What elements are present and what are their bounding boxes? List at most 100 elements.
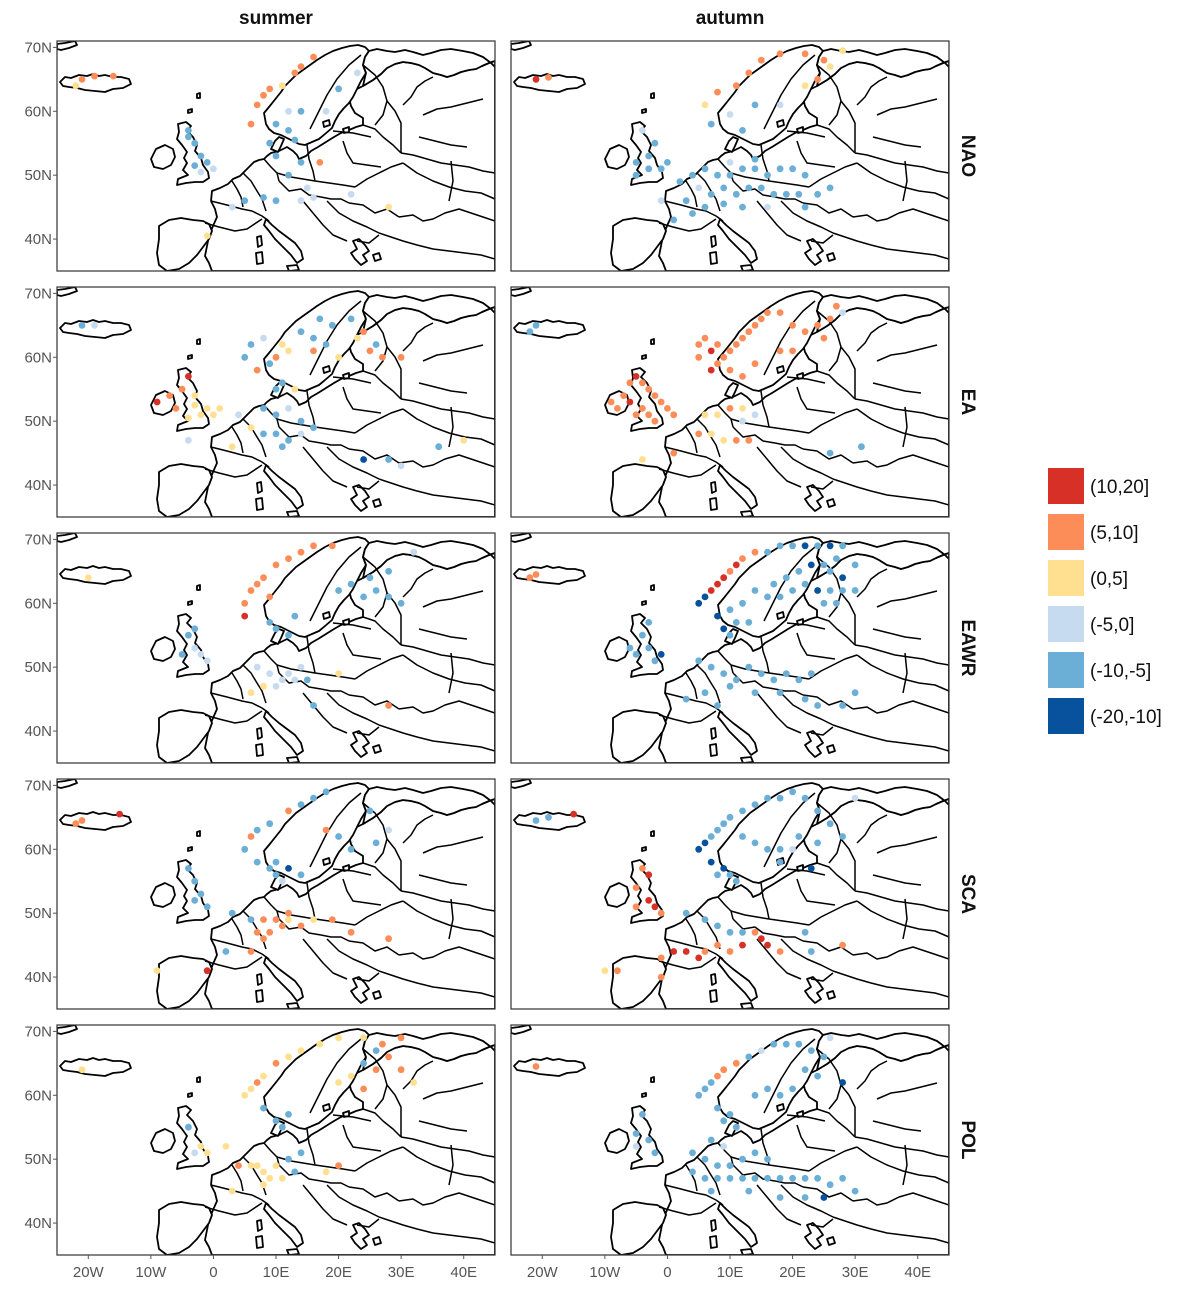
station-point	[695, 599, 703, 607]
station-point	[310, 347, 317, 355]
station-point	[707, 430, 715, 438]
panel-content	[511, 779, 949, 1009]
station-point	[801, 50, 809, 58]
x-tick-label: 0	[663, 1264, 671, 1281]
station-point	[626, 644, 634, 652]
europe-coastline-map	[511, 1025, 949, 1255]
x-tick-label: 20E	[779, 1264, 806, 1281]
station-point	[801, 203, 809, 211]
station-point	[670, 948, 678, 955]
station-point	[185, 127, 192, 134]
station-point	[720, 865, 728, 872]
station-point	[714, 826, 721, 834]
panel-nao-summer	[56, 40, 496, 272]
y-tick-label: 40N	[24, 477, 52, 494]
station-point	[297, 801, 305, 808]
station-point	[645, 152, 653, 160]
station-point	[260, 91, 267, 99]
station-point	[839, 702, 846, 709]
station-point	[651, 903, 659, 911]
station-point	[310, 916, 317, 923]
station-point	[272, 561, 280, 569]
station-point	[291, 385, 299, 393]
station-point	[682, 909, 690, 917]
station-point	[185, 631, 192, 639]
station-point	[272, 197, 280, 205]
station-point	[657, 651, 665, 658]
station-point	[297, 871, 305, 879]
station-point	[278, 1123, 286, 1131]
station-point	[228, 1187, 236, 1195]
station-point	[732, 82, 740, 90]
station-point	[385, 935, 392, 943]
station-point	[789, 1174, 796, 1182]
station-point	[776, 948, 784, 955]
station-point	[739, 334, 746, 342]
station-point	[657, 398, 665, 406]
station-point	[153, 967, 161, 975]
station-point	[745, 1187, 753, 1195]
station-point	[776, 1194, 784, 1201]
station-point	[751, 411, 759, 419]
station-point	[322, 826, 330, 834]
x-tick-label: 40E	[904, 1264, 931, 1281]
row-title-sca: SCA	[957, 874, 978, 914]
y-tick-label: 50N	[24, 413, 52, 430]
panel-frame	[56, 532, 496, 764]
station-point	[620, 392, 627, 399]
station-point	[285, 107, 292, 115]
station-point	[285, 436, 292, 444]
station-point	[532, 571, 540, 578]
station-point	[726, 366, 734, 374]
station-point	[764, 593, 771, 601]
panel-content	[57, 533, 495, 763]
station-point	[297, 417, 305, 425]
station-point	[328, 916, 336, 923]
station-point	[385, 1053, 392, 1061]
station-point	[372, 1047, 380, 1054]
station-point	[820, 1053, 828, 1061]
station-point	[347, 190, 355, 198]
legend-label: (-10,-5]	[1090, 661, 1151, 682]
station-point	[385, 567, 392, 575]
station-point	[645, 619, 653, 626]
station-point	[739, 599, 746, 607]
station-point	[632, 171, 640, 179]
station-point	[91, 72, 98, 80]
panel-content	[57, 41, 495, 271]
station-point	[297, 63, 305, 70]
station-point	[814, 702, 821, 709]
station-point	[726, 347, 734, 355]
station-point	[801, 1174, 809, 1182]
x-tick-label: 10E	[717, 1264, 744, 1281]
station-point	[714, 941, 721, 949]
station-point	[253, 826, 261, 834]
station-point	[851, 794, 859, 802]
station-point	[285, 1053, 292, 1061]
station-point	[353, 334, 361, 342]
legend-label: (5,10]	[1090, 523, 1139, 544]
station-point	[670, 216, 678, 224]
station-point	[701, 1085, 709, 1093]
station-point	[526, 328, 534, 336]
station-point	[757, 56, 765, 64]
station-point	[714, 702, 721, 709]
europe-coastline-map	[57, 1025, 495, 1255]
station-point	[714, 871, 721, 879]
station-point	[360, 456, 367, 463]
y-tick-label: 50N	[24, 167, 52, 184]
station-point	[826, 184, 834, 192]
x-tick-label: 30E	[842, 1264, 869, 1281]
column-title-autumn: autumn	[696, 8, 765, 29]
station-point	[360, 1059, 367, 1067]
station-point	[695, 954, 703, 962]
station-point	[639, 379, 646, 387]
station-point	[366, 347, 374, 355]
longitude-axis: 20W 10W 0 10E 20E 30E 40E 20W 10W 0 10E 20E 30E 40E	[73, 1255, 931, 1281]
panel-content	[511, 1025, 949, 1255]
station-point	[372, 587, 380, 594]
station-point	[639, 127, 646, 134]
station-point	[726, 1111, 734, 1118]
station-point	[651, 657, 659, 665]
station-point	[285, 909, 292, 917]
